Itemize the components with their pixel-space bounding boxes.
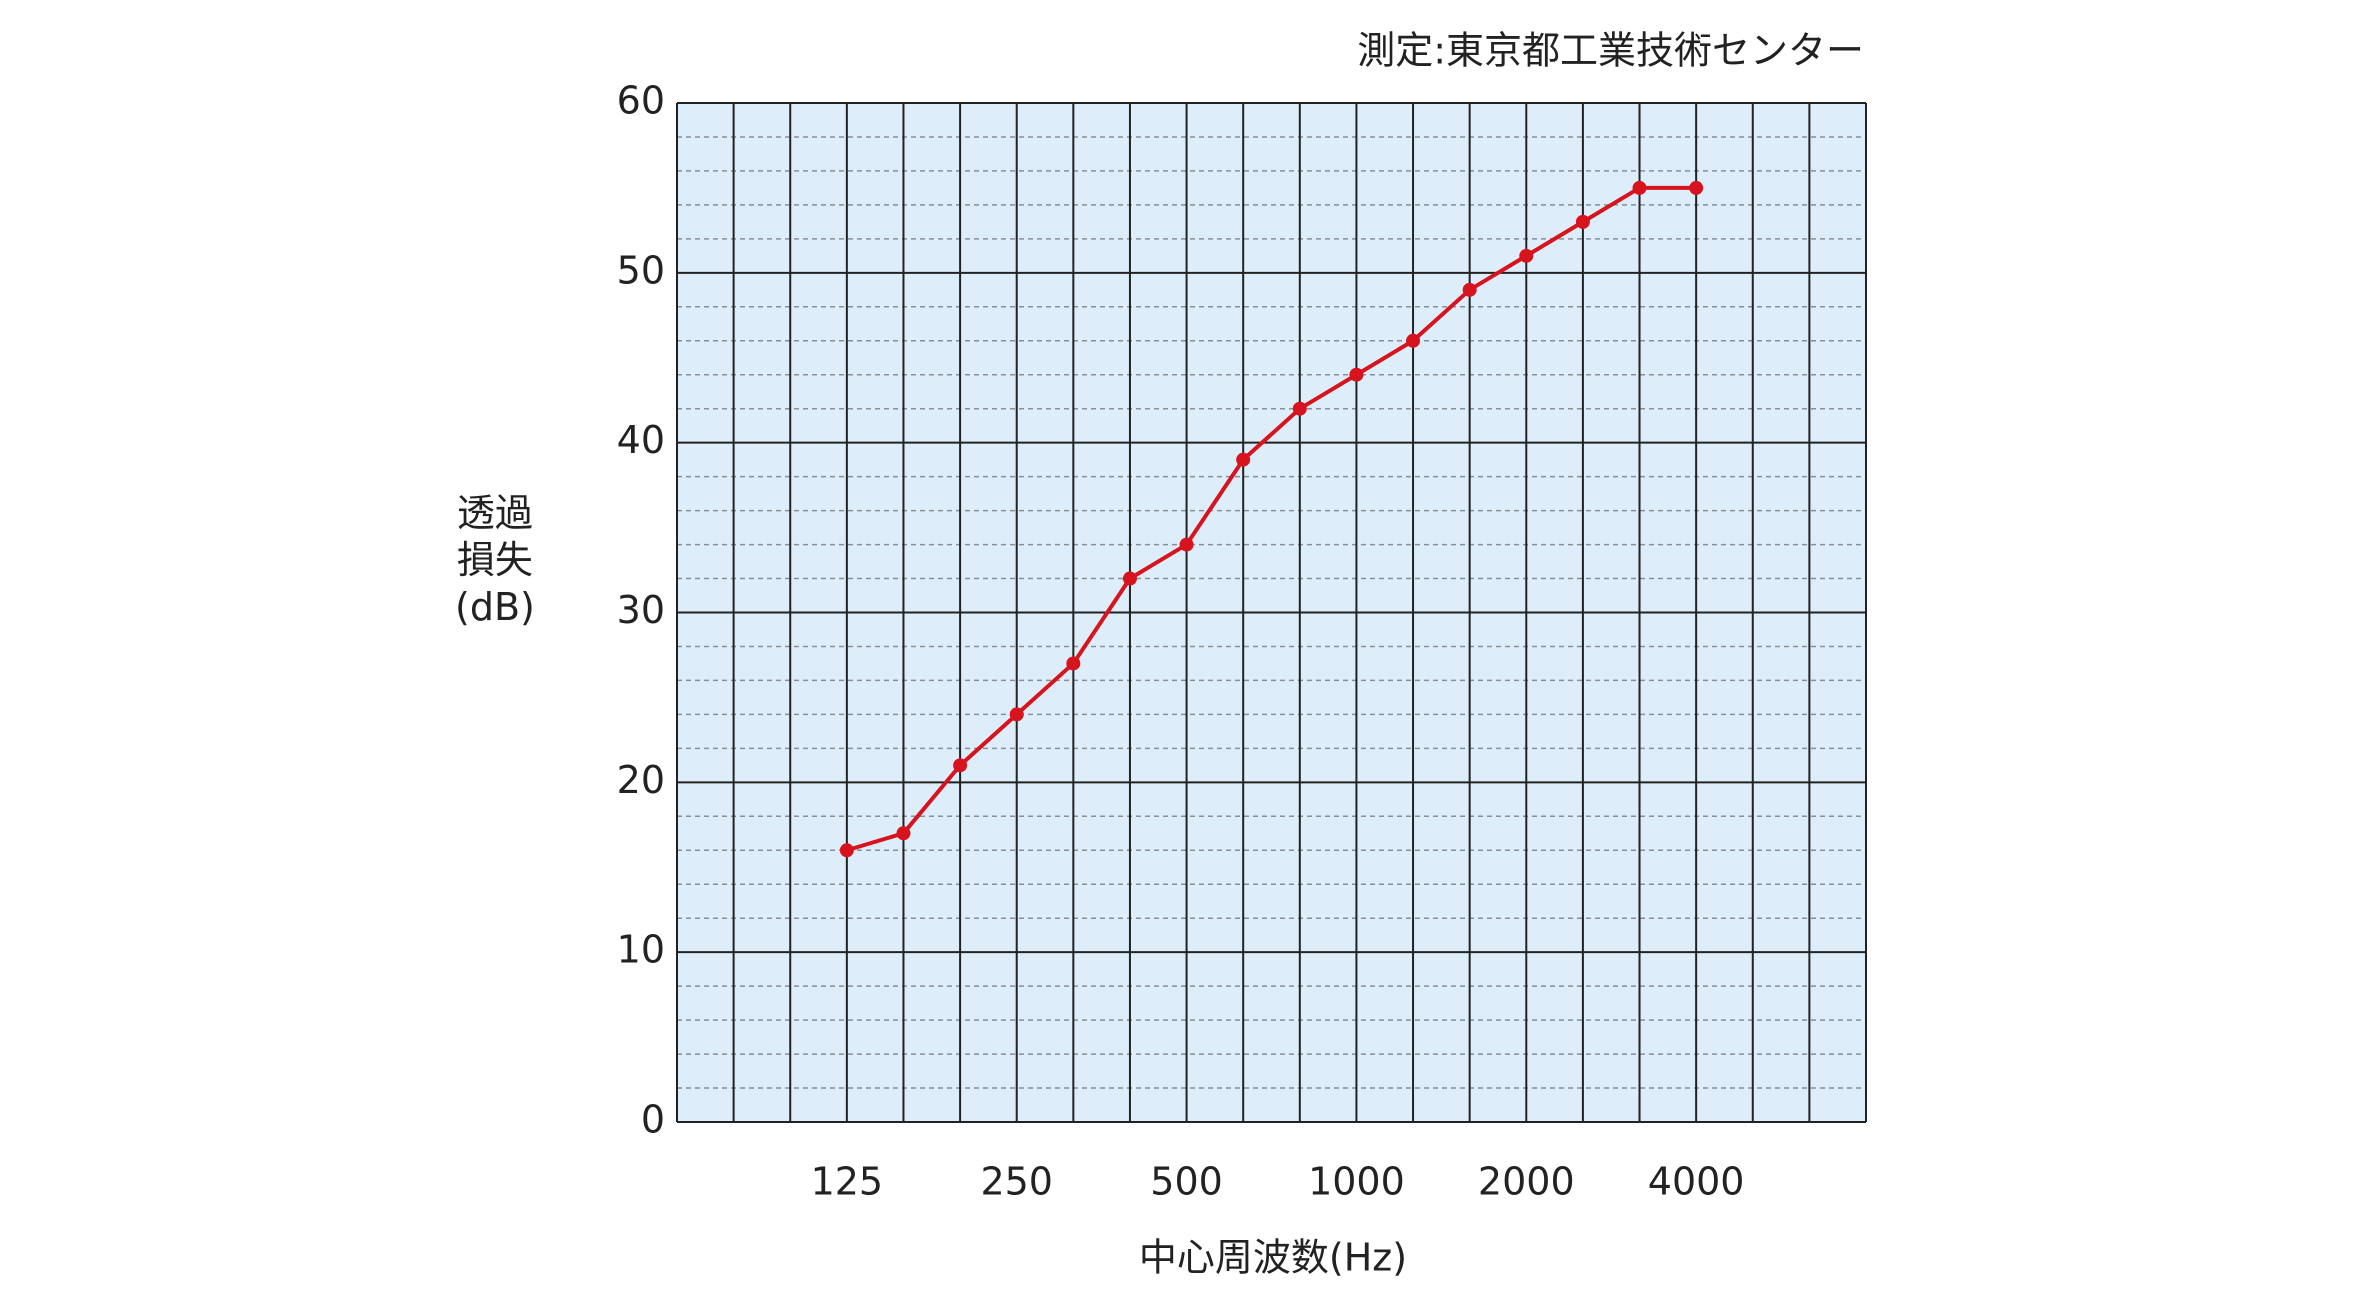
data-point (1122, 571, 1137, 586)
data-point (1066, 656, 1081, 671)
data-point (1575, 214, 1590, 229)
y-tick-label: 60 (617, 79, 665, 123)
y-tick-label: 20 (617, 758, 665, 802)
data-point (1406, 333, 1421, 348)
x-axis-label: 中心周波数(Hz) (1139, 1236, 1407, 1280)
y-tick-label: 30 (617, 588, 665, 632)
data-point (1689, 180, 1704, 195)
y-tick-label: 0 (641, 1098, 665, 1142)
data-point (953, 758, 968, 773)
y-tick-label: 50 (617, 248, 665, 292)
data-point (1349, 367, 1364, 382)
x-tick-label: 2000 (1478, 1160, 1575, 1204)
data-line (846, 185, 1697, 853)
y-tick-label: 40 (617, 418, 665, 462)
x-tick-label: 250 (980, 1160, 1053, 1204)
x-tick-label: 125 (811, 1160, 884, 1204)
y-axis-label: 透過損失(dB) (455, 491, 535, 629)
x-tick-label: 4000 (1648, 1160, 1745, 1204)
source-note: 測定:東京都工業技術センター (1357, 29, 1864, 73)
data-point (1009, 707, 1024, 722)
data-point (896, 826, 911, 841)
data-point (1179, 537, 1194, 552)
data-point (1292, 401, 1307, 416)
x-tick-label: 500 (1150, 1160, 1223, 1204)
data-point (1462, 282, 1477, 297)
data-point (1632, 180, 1647, 195)
data-point (1236, 452, 1251, 467)
data-point (1519, 248, 1534, 263)
x-tick-label: 1000 (1308, 1160, 1405, 1204)
data-point (839, 843, 854, 858)
y-tick-label: 10 (617, 928, 665, 972)
